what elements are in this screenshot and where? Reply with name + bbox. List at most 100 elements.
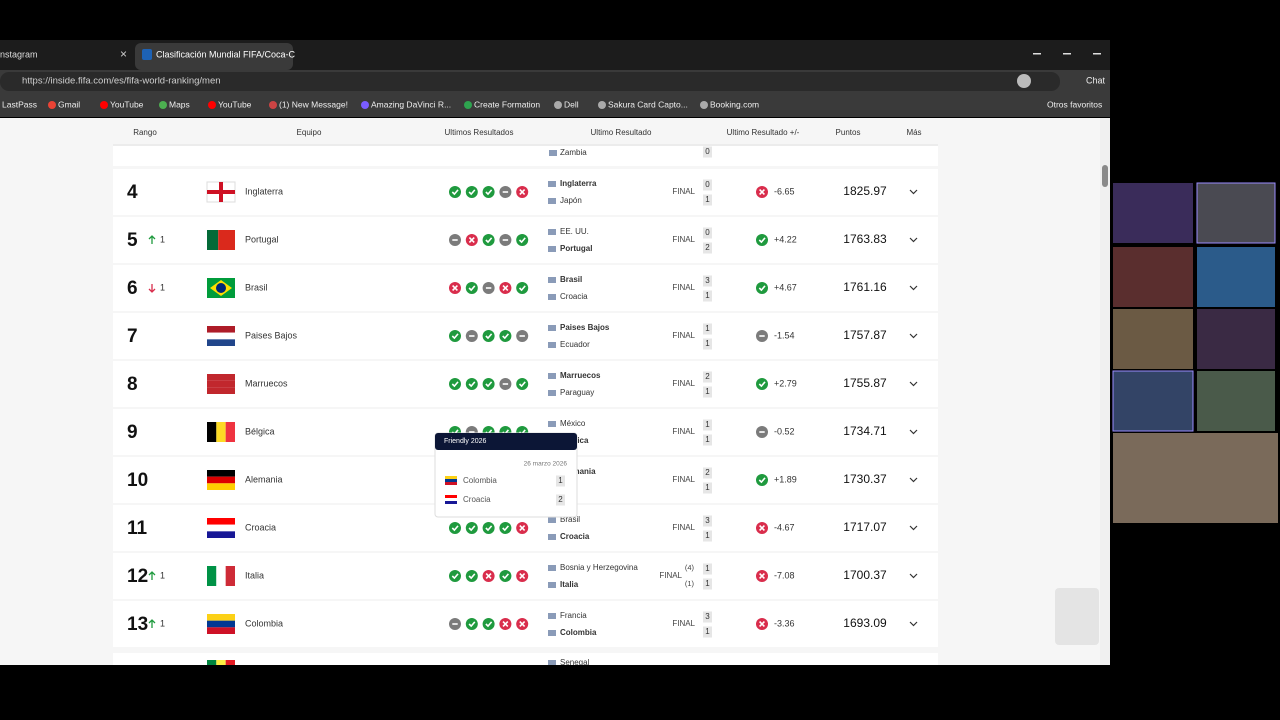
result-glyph bbox=[759, 621, 765, 627]
score-box bbox=[703, 275, 712, 287]
bookmark-folder[interactable]: Otros favoritos bbox=[1047, 99, 1102, 109]
bookmark[interactable]: (1) New Message! bbox=[279, 99, 348, 109]
match-team: Japón bbox=[560, 196, 582, 205]
bookmark-icon bbox=[159, 101, 167, 109]
expand-chevron[interactable] bbox=[909, 525, 918, 531]
active-tab[interactable] bbox=[135, 43, 293, 70]
scroll-thumb[interactable] bbox=[1102, 165, 1108, 187]
points: 1700.37 bbox=[843, 568, 887, 582]
trend-arrow bbox=[148, 284, 156, 293]
score: 0 bbox=[705, 180, 710, 189]
expand-chevron[interactable] bbox=[909, 285, 918, 291]
expand-chevron[interactable] bbox=[909, 333, 918, 339]
window-min[interactable] bbox=[1033, 53, 1041, 55]
score: 0 bbox=[705, 228, 710, 237]
bookmark[interactable]: Amazing DaVinci R... bbox=[371, 99, 451, 109]
bookmark[interactable]: YouTube bbox=[110, 99, 144, 109]
points: 1734.71 bbox=[843, 424, 887, 438]
bookmark[interactable]: Create Formation bbox=[474, 99, 540, 109]
score: 2 bbox=[705, 372, 710, 381]
score: 1 bbox=[705, 627, 710, 636]
match-team: Senegal bbox=[560, 658, 590, 667]
video-tile bbox=[1112, 370, 1194, 432]
expand-chevron[interactable] bbox=[909, 189, 918, 195]
team-name: Italia bbox=[245, 570, 264, 580]
floating-button[interactable] bbox=[1055, 588, 1099, 645]
bookmark-icon bbox=[48, 101, 56, 109]
expand-chevron[interactable] bbox=[909, 477, 918, 483]
result-glyph bbox=[758, 381, 766, 388]
column-header[interactable]: Ultimos Resultados bbox=[445, 128, 514, 137]
bookmark[interactable]: Maps bbox=[169, 99, 190, 109]
result-icon bbox=[465, 378, 478, 390]
address-bar[interactable] bbox=[0, 72, 1060, 91]
tooltip-team: Croacia bbox=[463, 495, 491, 504]
result-icon bbox=[482, 234, 495, 246]
column-header[interactable]: Ultimo Resultado bbox=[591, 128, 652, 137]
column-header[interactable]: Ultimo Resultado +/- bbox=[727, 128, 800, 137]
chat-button[interactable]: Chat bbox=[1086, 75, 1106, 85]
expand-chevron[interactable] bbox=[909, 621, 918, 627]
tab-title[interactable]: nstagram bbox=[0, 49, 38, 59]
expand-chevron[interactable] bbox=[909, 429, 918, 435]
mini-flag bbox=[548, 277, 556, 283]
rank: 10 bbox=[127, 470, 148, 491]
score: 1 bbox=[705, 564, 710, 573]
match-status: FINAL bbox=[672, 379, 695, 388]
column-header[interactable]: Rango bbox=[133, 128, 157, 137]
bookmark[interactable]: Booking.com bbox=[710, 99, 759, 109]
flag-part bbox=[216, 566, 226, 586]
score: 2 bbox=[705, 243, 710, 252]
expand-chevron[interactable] bbox=[909, 237, 918, 243]
expand-chevron[interactable] bbox=[909, 573, 918, 579]
flag-part bbox=[207, 531, 235, 538]
result-icon bbox=[516, 378, 529, 390]
team-name: Inglaterra bbox=[245, 186, 283, 196]
expand-chevron[interactable] bbox=[909, 381, 918, 387]
result-glyph bbox=[468, 381, 476, 388]
match-status: FINAL bbox=[672, 187, 695, 196]
result-glyph bbox=[485, 237, 493, 244]
flag-part bbox=[207, 524, 235, 532]
points-delta: +1.89 bbox=[774, 474, 797, 484]
column-header[interactable]: Puntos bbox=[836, 128, 861, 137]
bookmark[interactable]: Gmail bbox=[58, 99, 80, 109]
result-glyph bbox=[518, 381, 526, 388]
score-box bbox=[703, 194, 712, 206]
result-icon bbox=[465, 186, 478, 198]
bookmark[interactable]: Sakura Card Capto... bbox=[608, 99, 688, 109]
result-icon bbox=[482, 618, 495, 630]
row bbox=[113, 146, 938, 166]
flag-part bbox=[216, 283, 226, 293]
window-max[interactable] bbox=[1063, 53, 1071, 55]
team-name: Zambia bbox=[560, 148, 587, 157]
video-tile bbox=[1113, 247, 1193, 307]
score-box bbox=[556, 475, 565, 487]
bookmark[interactable]: YouTube bbox=[218, 99, 252, 109]
tab-title[interactable]: Clasificación Mundial FIFA/Coca-C bbox=[156, 49, 296, 59]
score-box bbox=[703, 467, 712, 479]
result-glyph bbox=[519, 621, 526, 627]
result-icon bbox=[482, 378, 495, 390]
window-close[interactable] bbox=[1093, 53, 1101, 55]
flag-part bbox=[207, 614, 235, 621]
column-header[interactable]: Más bbox=[906, 128, 921, 137]
result-icon bbox=[499, 330, 512, 342]
score-box bbox=[703, 563, 712, 575]
score: 1 bbox=[558, 476, 563, 485]
flag-part bbox=[207, 374, 235, 381]
url[interactable]: https://inside.fifa.com/es/fifa-world-ra… bbox=[22, 76, 221, 87]
flag-part bbox=[207, 326, 235, 333]
scrollbar[interactable] bbox=[1100, 118, 1110, 665]
flag-part bbox=[445, 482, 457, 485]
bookmark[interactable]: LastPass bbox=[2, 99, 37, 109]
rank: 6 bbox=[127, 278, 138, 299]
bookmark[interactable]: Dell bbox=[564, 99, 579, 109]
score-box bbox=[703, 338, 712, 350]
result-glyph bbox=[485, 621, 493, 628]
flag-part bbox=[207, 339, 235, 346]
result-icon bbox=[449, 570, 461, 582]
column-header[interactable]: Equipo bbox=[297, 128, 322, 137]
bookmark-icon bbox=[464, 101, 472, 109]
flag bbox=[207, 470, 235, 490]
